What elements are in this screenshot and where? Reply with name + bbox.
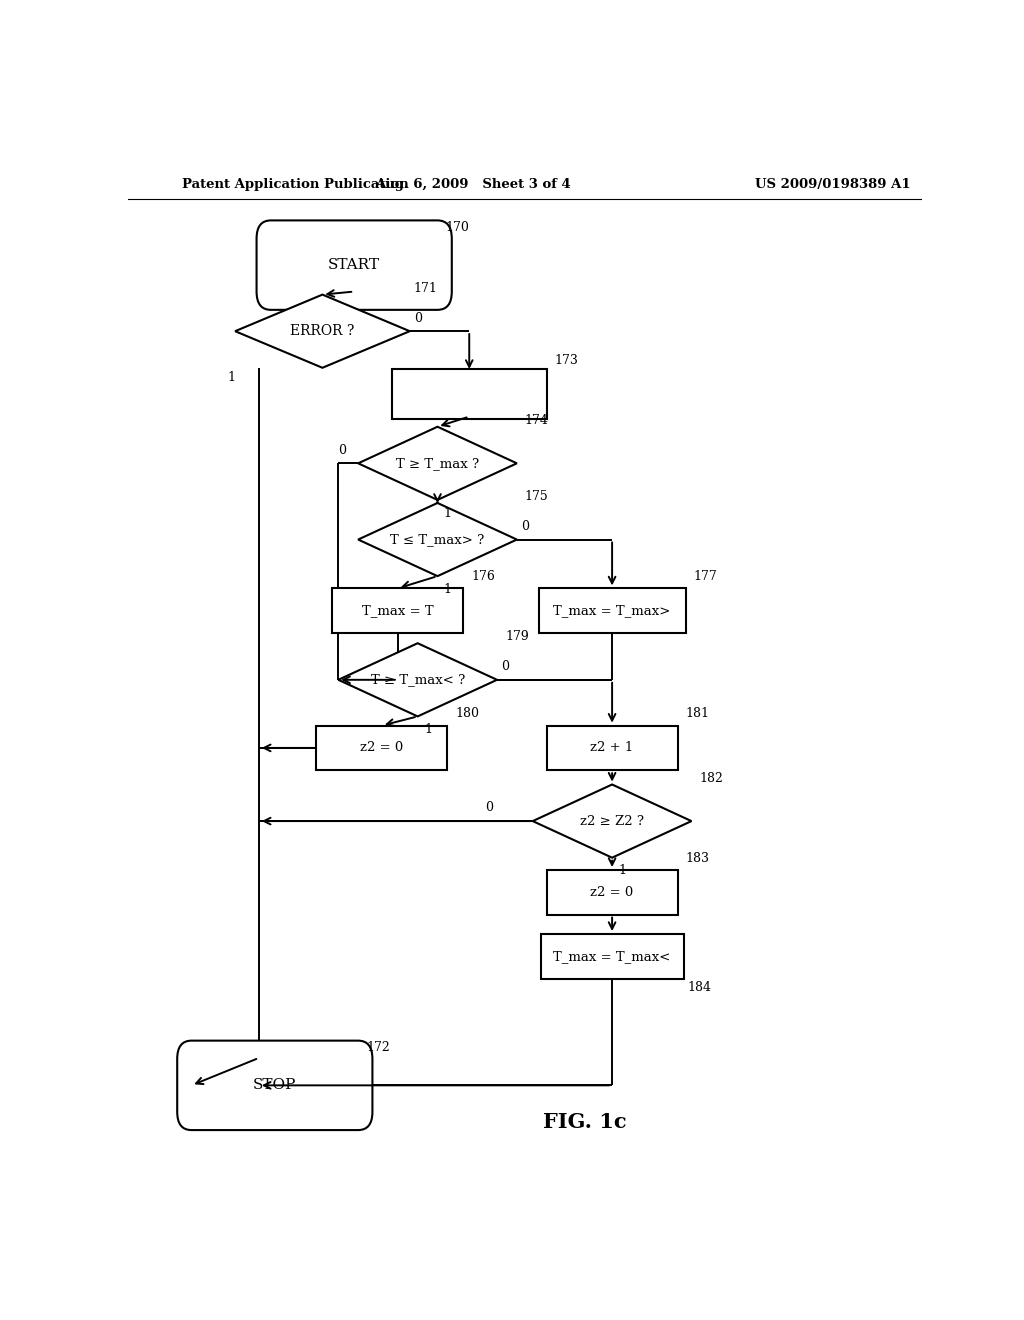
Text: 177: 177 [693, 570, 717, 583]
Polygon shape [236, 294, 410, 368]
Text: 173: 173 [555, 354, 579, 367]
Text: T_max = T_max>: T_max = T_max> [553, 605, 671, 618]
Bar [547, 870, 678, 915]
Polygon shape [358, 426, 517, 500]
Text: 1: 1 [227, 371, 236, 384]
FancyBboxPatch shape [177, 1040, 373, 1130]
Text: 1: 1 [443, 507, 452, 520]
Text: T ≥ T_max< ?: T ≥ T_max< ? [371, 673, 465, 686]
Text: 180: 180 [456, 708, 479, 721]
Bar [547, 726, 678, 771]
Text: 170: 170 [445, 220, 469, 234]
Text: STOP: STOP [253, 1078, 297, 1093]
Text: 1: 1 [618, 865, 627, 878]
Text: 0: 0 [501, 660, 509, 673]
Text: T ≤ T_max> ?: T ≤ T_max> ? [390, 533, 484, 546]
Bar [541, 935, 684, 978]
Text: 179: 179 [505, 630, 528, 643]
Text: 184: 184 [687, 981, 712, 994]
Text: z2 + 1: z2 + 1 [591, 742, 634, 755]
Bar [316, 726, 447, 771]
Text: T_max = T: T_max = T [362, 605, 433, 618]
Polygon shape [338, 643, 497, 717]
Text: 181: 181 [685, 708, 710, 721]
Text: T ≥ T_max ?: T ≥ T_max ? [396, 457, 479, 470]
Text: T_max = T_max<: T_max = T_max< [553, 950, 671, 962]
Text: 171: 171 [414, 281, 437, 294]
Polygon shape [532, 784, 691, 858]
Text: 1: 1 [443, 583, 452, 595]
Text: z2 = 0: z2 = 0 [591, 886, 634, 899]
Text: 174: 174 [524, 413, 549, 426]
Text: z2 = 0: z2 = 0 [360, 742, 403, 755]
Text: START: START [328, 259, 380, 272]
Text: ERROR ?: ERROR ? [290, 325, 354, 338]
Text: z2 ≥ Z2 ?: z2 ≥ Z2 ? [580, 814, 644, 828]
Text: Patent Application Publication: Patent Application Publication [182, 178, 409, 191]
Text: FIG. 1c: FIG. 1c [543, 1111, 626, 1133]
Text: 176: 176 [471, 570, 496, 583]
Text: 183: 183 [685, 851, 710, 865]
Text: Aug. 6, 2009   Sheet 3 of 4: Aug. 6, 2009 Sheet 3 of 4 [376, 178, 571, 191]
Text: 0: 0 [485, 801, 494, 814]
Text: US 2009/0198389 A1: US 2009/0198389 A1 [755, 178, 910, 191]
Bar [333, 589, 463, 634]
Text: 0: 0 [414, 313, 422, 326]
Bar [392, 370, 547, 420]
Bar [539, 589, 685, 634]
FancyBboxPatch shape [257, 220, 452, 310]
Text: 172: 172 [367, 1041, 390, 1053]
Text: 0: 0 [521, 520, 528, 533]
Text: 175: 175 [524, 490, 549, 503]
Text: 182: 182 [699, 771, 723, 784]
Polygon shape [358, 503, 517, 576]
Text: 1: 1 [424, 723, 432, 737]
Text: 0: 0 [338, 444, 346, 457]
